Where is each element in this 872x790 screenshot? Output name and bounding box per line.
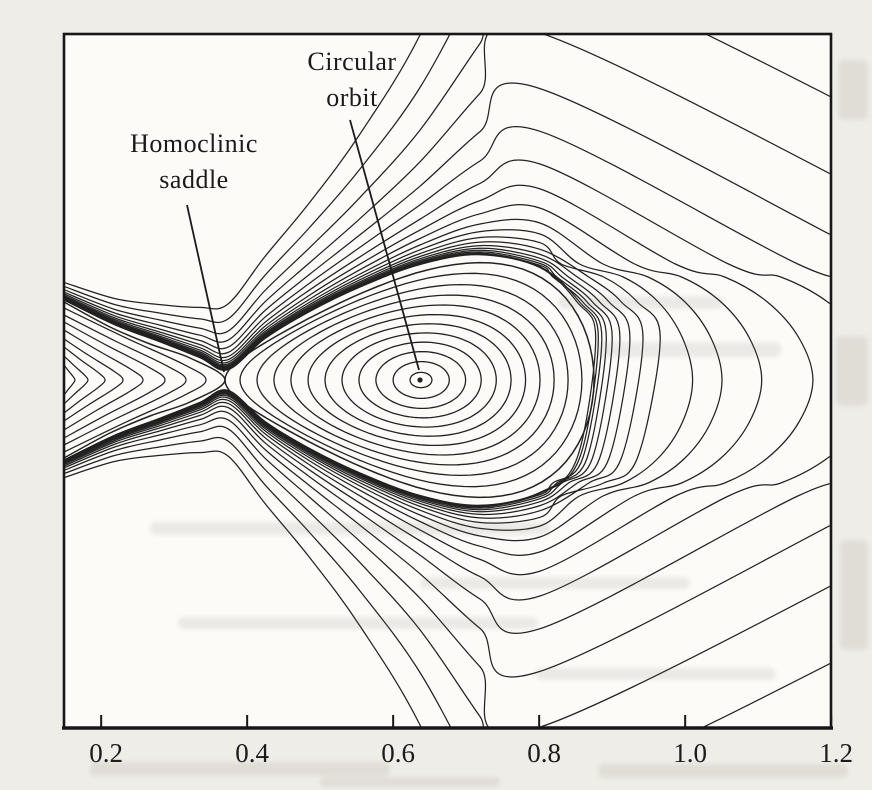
outer-trajectory-curve [65, 184, 814, 576]
outer-trajectory-curve [65, 35, 452, 727]
homoclinic-saddle-annotation-line2: saddle [159, 165, 229, 194]
circular-orbit-point [417, 377, 423, 383]
wedge-curve [65, 329, 144, 431]
x-tick-label: 0.4 [235, 738, 269, 768]
homoclinic-saddle-annotation-line1: Homoclinic [130, 129, 258, 158]
outer-trajectory-curve [65, 241, 644, 519]
wedge-curve [65, 346, 106, 414]
closed-orbit-curve [341, 332, 497, 428]
x-tick-label: 0.2 [89, 738, 123, 768]
outer-trajectory-curve [65, 35, 422, 727]
closed-orbit-curve [358, 341, 482, 419]
annotation-leader-lines [186, 119, 420, 373]
trajectory-curves [65, 35, 830, 727]
closed-orbit-curve [409, 371, 433, 389]
outer-trajectory-curve [65, 35, 830, 727]
outer-trajectory-curve [65, 218, 723, 542]
wedge-curve [65, 314, 187, 446]
homoclinic-saddle-annotation: Homoclinic saddle [109, 126, 279, 198]
x-axis-ticks [100, 715, 833, 727]
circular-orbit-annotation-line2: orbit [326, 83, 378, 112]
wedge-curve [65, 338, 124, 422]
closed-orbit-curve [290, 304, 541, 456]
outer-trajectory-curve [65, 204, 763, 556]
outer-trajectory-curve [65, 229, 694, 531]
outer-trajectory-curve [65, 35, 830, 727]
x-tick-label: 1.2 [819, 738, 853, 768]
wedge-curve [65, 356, 89, 404]
outer-trajectory-curve [65, 236, 661, 524]
closed-orbit-curve [256, 283, 569, 477]
wedge-curve [65, 321, 166, 439]
closed-orbit-curve [239, 272, 583, 488]
outer-trajectory-curve [65, 159, 830, 601]
closed-orbit-curve [273, 294, 555, 466]
closed-orbit-curve [324, 323, 512, 437]
closed-orbit-curve [392, 360, 450, 400]
plot-area [64, 34, 831, 728]
outer-trajectory-curve [65, 125, 830, 635]
x-tick-label: 0.8 [527, 738, 561, 768]
wedge-curve [65, 365, 76, 395]
homoclinic-saddle-leader-line [186, 204, 225, 373]
x-tick-label: 0.6 [381, 738, 415, 768]
outer-trajectory-curve [65, 82, 830, 678]
x-tick-label: 1.0 [673, 738, 707, 768]
x-axis-tick-labels: 0.2 0.4 0.6 0.8 1.0 1.2 [89, 738, 853, 768]
wedge-curve [65, 307, 207, 453]
circular-orbit-leader-line [349, 119, 420, 371]
circular-orbit-annotation-line1: Circular [307, 47, 397, 76]
closed-orbit-curve [307, 313, 527, 447]
homoclinic-loop-curve [224, 261, 595, 499]
circular-orbit-annotation: Circular orbit [272, 44, 432, 116]
closed-orbit-curve [375, 350, 467, 410]
